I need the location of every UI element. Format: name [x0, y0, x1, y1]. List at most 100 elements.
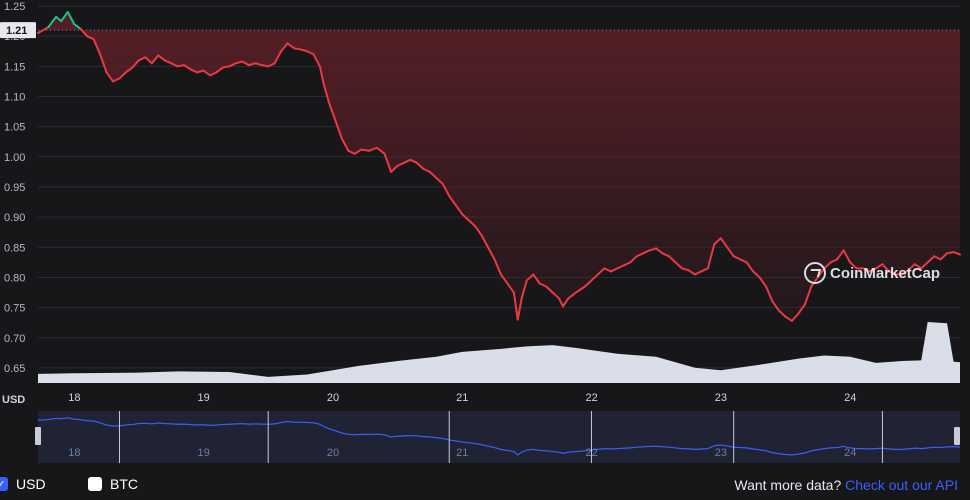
price-line-segment [60, 11, 69, 23]
price-line-segment [842, 249, 852, 264]
y-tick-label-5: 0.90 [4, 212, 25, 224]
price-line-segment [603, 267, 612, 273]
price-line-segment [340, 137, 350, 152]
price-line-segment [900, 269, 910, 276]
price-line-segment [86, 35, 95, 41]
price-line-segment [334, 119, 343, 140]
y-tick-label-0: 0.65 [4, 363, 25, 375]
price-line-segment [596, 267, 606, 276]
price-line-segment [907, 263, 916, 272]
price-line-segment [435, 176, 444, 185]
price-line-segment [183, 64, 192, 71]
price-line-segment [952, 251, 961, 256]
price-line-segment [790, 312, 800, 322]
api-link[interactable]: Check out our API [845, 477, 958, 493]
price-line-segment [674, 261, 683, 270]
price-line-segment [163, 59, 173, 65]
price-line-segment [706, 243, 716, 270]
price-line-segment [758, 276, 768, 288]
watermark-text: CoinMarketCap [830, 264, 941, 282]
usd-toggle[interactable]: ✓ USD [0, 476, 46, 492]
navigator-tick-label-5: 23 [715, 447, 727, 459]
price-line-segment [836, 249, 845, 261]
price-area [38, 12, 960, 321]
price-line-segment [823, 261, 832, 270]
price-line-segment [946, 251, 955, 255]
price-line-segment [157, 54, 166, 62]
price-line-segment [862, 267, 871, 273]
price-line-segment [124, 66, 134, 74]
price-line-segment [234, 60, 244, 65]
price-line-segment [933, 255, 942, 261]
y-tick-label-6: 0.95 [4, 182, 25, 194]
price-line-segment [347, 149, 356, 155]
price-line-segment [777, 309, 787, 318]
currency-axis-label: USD [2, 394, 25, 406]
price-line-segment [926, 255, 936, 264]
price-line-segment [739, 258, 748, 264]
btc-checkbox-icon[interactable] [88, 477, 102, 491]
price-line-segment [583, 279, 593, 288]
price-line-segment [47, 15, 58, 29]
price-line-segment [467, 219, 477, 228]
price-line-segment [37, 26, 50, 35]
x-tick-label-6: 24 [844, 392, 856, 404]
price-line-segment [635, 252, 645, 258]
price-line-segment [551, 291, 561, 300]
price-line-segment [254, 62, 263, 67]
price-line-segment [273, 50, 283, 65]
price-line-segment [202, 69, 211, 77]
price-line-segment [327, 101, 337, 122]
usd-checkbox-icon[interactable]: ✓ [0, 477, 8, 491]
price-line-segment [92, 38, 102, 56]
price-line-segment [286, 42, 296, 50]
price-line-segment [939, 252, 949, 261]
price-line-segment [454, 204, 464, 216]
price-line-segment [474, 225, 483, 237]
price-line-segment [118, 71, 127, 80]
price-line-segment [745, 261, 755, 273]
price-line-segment [629, 255, 638, 264]
price-line-segment [771, 300, 780, 312]
y-tick-label-2: 0.75 [4, 303, 25, 315]
navigator-background [38, 411, 960, 463]
price-line-segment [305, 50, 315, 56]
price-line-segment [797, 303, 806, 315]
price-line-segment [765, 285, 774, 303]
price-line-segment [574, 285, 586, 294]
x-tick-label-1: 19 [198, 392, 210, 404]
price-line-segment [448, 195, 457, 207]
btc-toggle[interactable]: BTC [88, 476, 138, 492]
price-line-segment [112, 77, 121, 83]
x-tick-label-5: 23 [715, 392, 727, 404]
price-line-segment [402, 158, 412, 164]
price-line-segment [506, 282, 515, 294]
price-line-segment [150, 54, 160, 65]
price-line-segment [726, 246, 735, 258]
current-price-badge [0, 22, 36, 39]
price-line-segment [868, 267, 877, 273]
price-line-segment [480, 234, 490, 249]
price-line-segment [196, 69, 205, 74]
price-line-segment [567, 291, 577, 300]
price-line-segment [415, 161, 425, 170]
navigator-line [37, 417, 961, 456]
y-tick-label-9: 1.10 [4, 91, 25, 103]
price-line-segment [732, 255, 742, 261]
price-line-segment [687, 269, 696, 276]
price-line-segment [512, 291, 519, 321]
price-line-segment [525, 273, 535, 282]
btc-label: BTC [110, 476, 138, 492]
price-line-segment [360, 148, 371, 152]
price-line-segment [375, 146, 386, 155]
price-line-segment [622, 261, 632, 267]
price-line-segment [648, 247, 658, 252]
price-line-segment [144, 56, 153, 65]
navigator-tick-label-6: 24 [844, 447, 856, 459]
price-line-segment [176, 64, 186, 68]
y-tick-label-7: 1.00 [4, 152, 25, 164]
price-line-segment [532, 273, 541, 285]
price-line-segment [318, 65, 325, 86]
price-line-segment [461, 213, 470, 222]
